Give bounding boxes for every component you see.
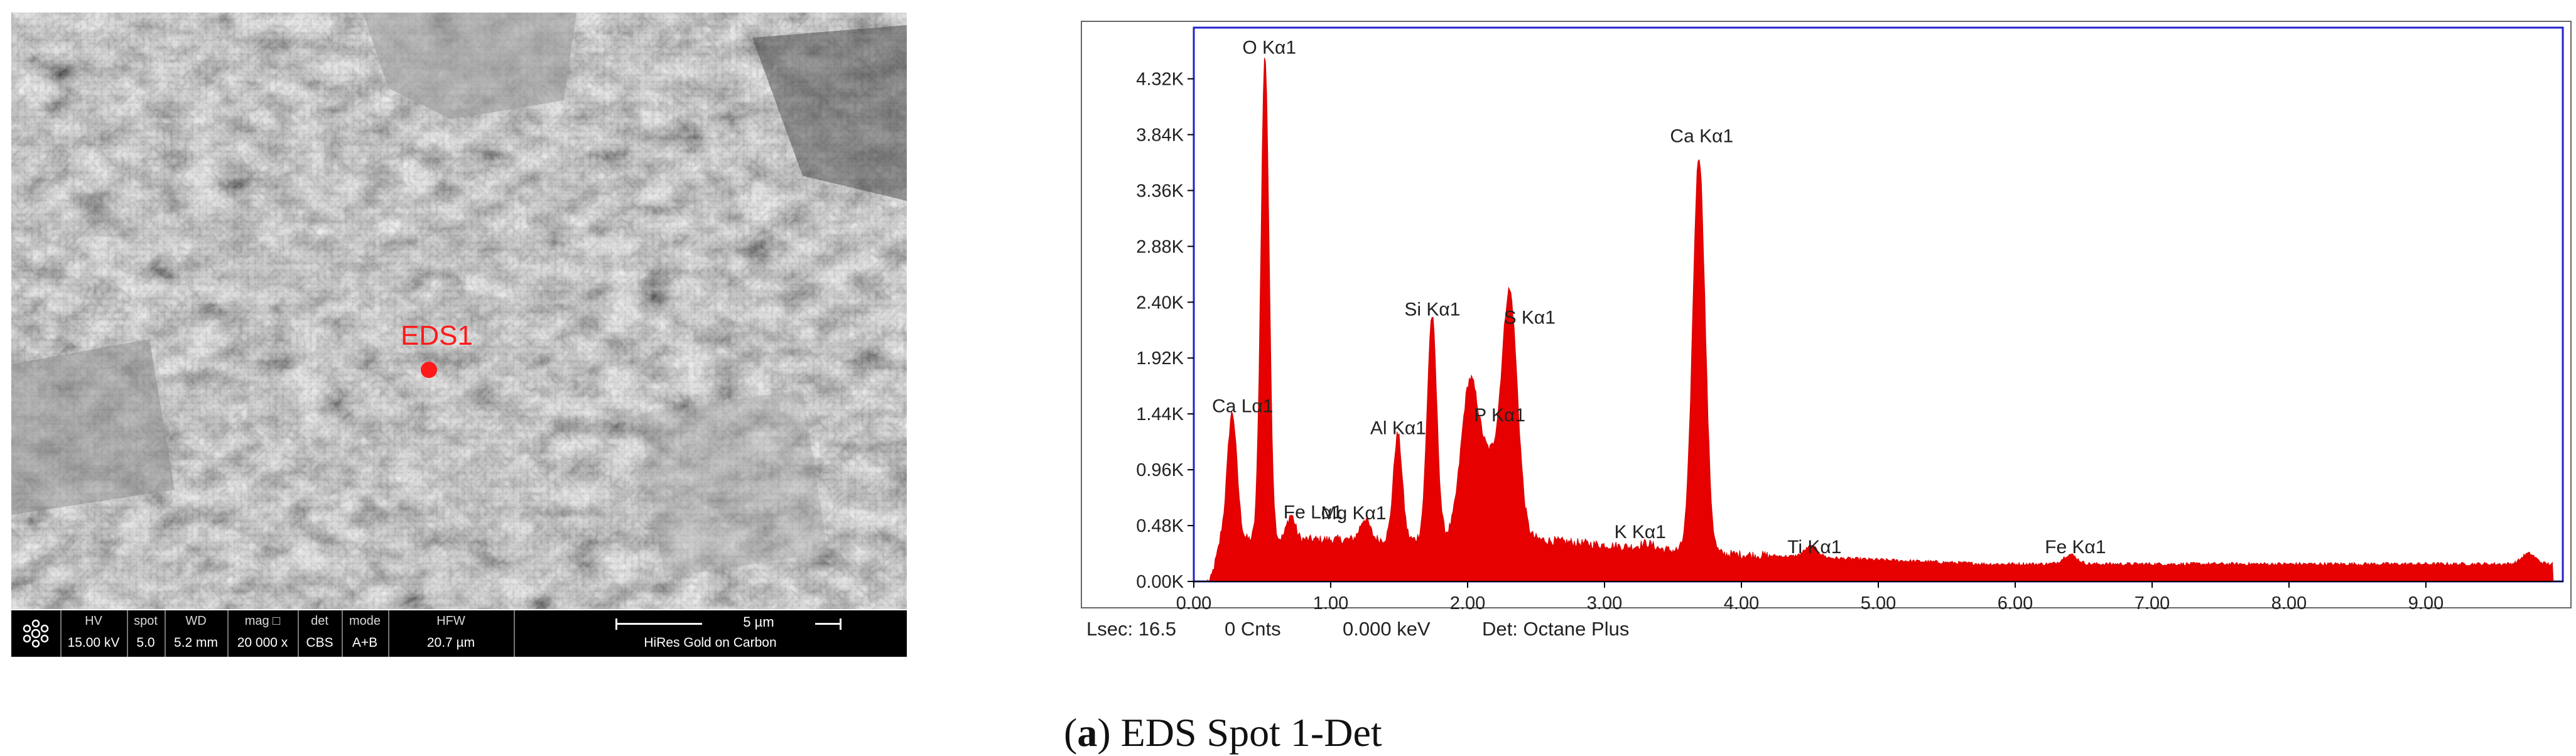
y-tick-label: 1.44K [1136, 404, 1184, 424]
fei-logo-icon [23, 619, 49, 648]
wd-header: WD [185, 614, 207, 628]
hfw-header: HFW [436, 614, 465, 628]
peak-label: Ti Kα1 [1787, 537, 1841, 558]
x-tick-label: 1.00 [1313, 593, 1348, 613]
y-tick-label: 2.40K [1136, 293, 1184, 313]
y-tick-label: 0.00K [1136, 572, 1184, 592]
scale-bar-label: 5 µm [702, 614, 815, 630]
x-tick-label: 8.00 [2271, 593, 2307, 613]
spot-cell: spot 5.0 [127, 610, 166, 657]
hv-cell: HV 15.00 kV [60, 610, 128, 657]
peak-label: Fe Lα1 [1284, 502, 1343, 522]
caption-letter: a [1077, 710, 1098, 755]
x-tick-label: 2.00 [1450, 593, 1485, 613]
eds-spot-label: EDS1 [401, 320, 473, 351]
eds-spectrum-chart: 0.00K 0.48K 0.96K 1.44K 1.92K 2.40K 2.88K 3.36K… [1081, 21, 2572, 640]
det-header: det [311, 614, 328, 628]
det-cell: det CBS [298, 610, 343, 657]
y-tick-label: 0.96K [1136, 460, 1184, 480]
mag-header: mag □ [244, 614, 281, 628]
wd-cell: WD 5.2 mm [165, 610, 229, 657]
peak-label: P Kα1 [1474, 405, 1525, 426]
mode-header: mode [349, 614, 381, 628]
mode-cell: mode A+B [342, 610, 389, 657]
hv-header: HV [85, 614, 102, 628]
y-tick-label: 3.84K [1136, 125, 1184, 145]
mag-value: 20 000 x [237, 635, 288, 650]
sem-micrograph: EDS1 [11, 13, 907, 609]
eds-spot-marker [421, 362, 437, 378]
x-tick-label: 5.00 [1861, 593, 1896, 613]
peak-label: Ca Lα1 [1212, 396, 1273, 416]
status-lsec: Lsec: 16.5 [1086, 618, 1176, 640]
sem-image [11, 13, 907, 609]
hv-value: 15.00 kV [67, 635, 120, 650]
y-axis: 0.00K 0.48K 0.96K 1.44K 1.92K 2.40K 2.88K 3.36K… [1136, 70, 1194, 592]
peak-label: Si Kα1 [1404, 300, 1460, 320]
x-axis: 0.00 1.00 2.00 3.00 4.00 5.00 6.00 7.00 8.00 9.00 [1176, 581, 2443, 613]
peak-label: Fe Kα1 [2045, 537, 2106, 558]
peak-label: Al Kα1 [1370, 418, 1426, 439]
peak-label: Mg Kα1 [1321, 503, 1387, 524]
figure-caption: (a) EDS Spot 1-Det [1064, 710, 1382, 755]
peak-label: K Kα1 [1615, 522, 1666, 543]
det-value: CBS [306, 635, 333, 650]
y-tick-label: 3.36K [1136, 181, 1184, 201]
x-tick-label: 9.00 [2408, 593, 2443, 613]
x-tick-label: 7.00 [2135, 593, 2170, 613]
spot-value: 5.0 [136, 635, 155, 650]
y-tick-label: 2.88K [1136, 237, 1184, 257]
chart-outer-frame [1081, 21, 2572, 608]
peak-label: Ca Kα1 [1670, 126, 1733, 146]
caption-text: EDS Spot 1-Det [1110, 710, 1382, 755]
status-detector: Det: Octane Plus [1482, 618, 1629, 640]
x-tick-label: 6.00 [1998, 593, 2033, 613]
fei-logo-cell [11, 610, 62, 657]
peak-label: O Kα1 [1242, 37, 1296, 58]
x-tick-label: 3.00 [1587, 593, 1622, 613]
y-tick-label: 4.32K [1136, 70, 1184, 90]
sample-name: HiRes Gold on Carbon [644, 635, 777, 650]
sem-info-bar: HV 15.00 kV spot 5.0 WD 5.2 mm mag □ 20 … [11, 610, 907, 657]
peak-label: S Kα1 [1504, 307, 1556, 328]
mode-value: A+B [352, 635, 378, 650]
x-tick-label: 0.00 [1176, 593, 1211, 613]
mag-cell: mag □ 20 000 x [227, 610, 299, 657]
y-tick-label: 0.48K [1136, 516, 1184, 536]
wd-value: 5.2 mm [173, 635, 218, 650]
hfw-cell: HFW 20.7 µm [388, 610, 515, 657]
status-counts: 0 Cnts [1225, 618, 1281, 640]
y-tick-label: 1.92K [1136, 348, 1184, 369]
spot-header: spot [134, 614, 158, 628]
hfw-value: 20.7 µm [426, 635, 475, 650]
spectrum-area [1207, 57, 2554, 582]
x-tick-label: 4.00 [1724, 593, 1759, 613]
status-energy: 0.000 keV [1343, 618, 1431, 640]
